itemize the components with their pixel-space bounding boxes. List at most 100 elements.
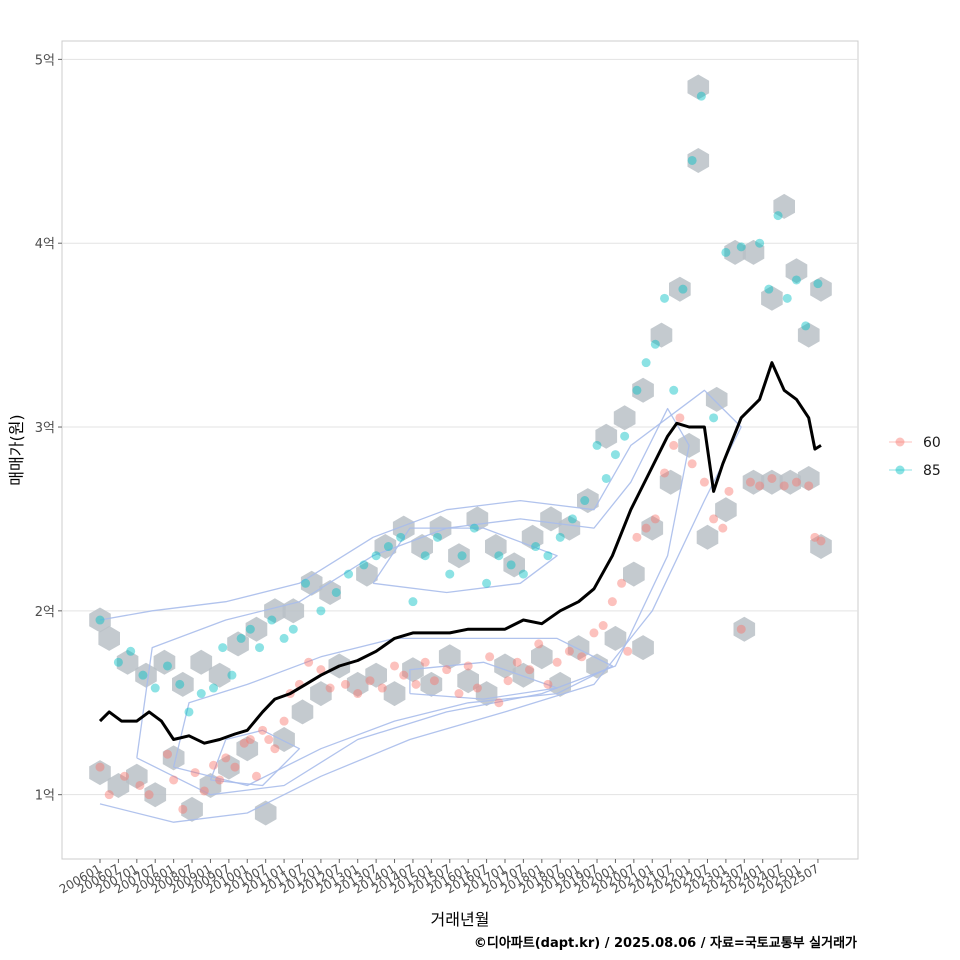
hexbin (116, 649, 139, 675)
point-60 (353, 689, 363, 699)
point-60 (641, 523, 651, 533)
point-85 (555, 532, 565, 542)
legend-key-60 (895, 437, 905, 447)
point-85 (482, 578, 492, 588)
point-85 (227, 670, 237, 680)
point-85 (331, 587, 341, 597)
hexbin (190, 649, 213, 675)
hexbin (687, 148, 710, 173)
point-85 (255, 643, 265, 653)
hexbin (604, 625, 627, 651)
point-85 (469, 523, 479, 533)
x-axis-title: 거래년월 (431, 910, 490, 929)
point-85 (432, 532, 442, 542)
hexbin (227, 631, 249, 657)
point-85 (126, 646, 136, 656)
point-85 (175, 679, 185, 689)
point-85 (580, 496, 590, 506)
point-60 (755, 481, 765, 491)
point-60 (411, 679, 421, 689)
hexbin (797, 322, 820, 348)
point-60 (230, 762, 240, 772)
point-60 (135, 780, 145, 790)
point-60 (420, 657, 430, 667)
hexbin (613, 405, 636, 431)
point-85 (669, 385, 679, 395)
point-85 (301, 578, 311, 588)
density-contour (172, 637, 614, 787)
point-60 (162, 749, 172, 759)
point-85 (709, 413, 719, 423)
point-85 (236, 633, 246, 643)
hexbin (503, 552, 525, 578)
point-60 (178, 804, 188, 814)
hexbin (715, 497, 737, 523)
point-85 (138, 670, 148, 680)
point-60 (279, 716, 289, 726)
hexbin (218, 754, 240, 780)
hexbin (742, 239, 765, 265)
point-85 (782, 293, 792, 303)
y-tick-label: 1억 (35, 789, 55, 804)
point-85 (813, 279, 823, 289)
hexbin (632, 377, 654, 403)
hexbin (632, 635, 654, 661)
point-60 (454, 689, 464, 699)
point-60 (718, 523, 728, 533)
point-60 (221, 753, 231, 763)
point-60 (598, 621, 608, 631)
hexbin (521, 524, 544, 550)
point-85 (279, 633, 289, 643)
hexbin (420, 671, 443, 697)
point-60 (377, 683, 387, 693)
point-60 (463, 661, 473, 671)
y-axis-title: 매매가(원) (7, 414, 26, 485)
x-axis: 2006012006072007012007072008012008072009… (57, 859, 821, 897)
hexbin (273, 727, 295, 752)
point-85 (371, 551, 381, 561)
point-60 (660, 468, 670, 478)
points-layer (95, 91, 826, 814)
point-60 (699, 477, 709, 487)
hexbin (623, 561, 645, 587)
hexbin (641, 515, 664, 541)
density-contour (99, 389, 742, 823)
point-85 (678, 284, 688, 294)
point-60 (791, 477, 801, 487)
point-85 (420, 551, 430, 561)
point-60 (650, 514, 660, 524)
hexbin (540, 506, 562, 532)
point-85 (359, 560, 369, 570)
point-60 (365, 676, 375, 686)
hexbin (89, 760, 111, 786)
hexbin (650, 322, 673, 348)
point-85 (184, 707, 194, 717)
caption: ©디아파트(dapt.kr) / 2025.08.06 / 자료=국토교통부 실… (474, 935, 857, 951)
hexbin (411, 534, 433, 559)
hexbin (172, 671, 194, 697)
point-60 (623, 646, 633, 656)
trend-line (98, 361, 822, 745)
hexbin (236, 736, 259, 762)
trend-layer (98, 361, 822, 745)
point-85 (396, 532, 406, 542)
hexbin (761, 469, 783, 495)
point-85 (383, 542, 393, 552)
hexbin (126, 763, 148, 789)
point-60 (104, 790, 114, 800)
hexbin (144, 782, 167, 808)
hexbin (208, 662, 231, 688)
hexbin (659, 469, 682, 495)
point-60 (239, 738, 249, 748)
legend-item-85: 85 (889, 463, 941, 479)
density-contour (136, 407, 690, 796)
hexbin-layer (89, 74, 832, 826)
y-tick-label: 3억 (35, 421, 55, 436)
point-85 (218, 643, 228, 653)
hexbin (567, 635, 590, 661)
point-85 (660, 293, 670, 303)
point-60 (429, 676, 439, 686)
point-60 (804, 481, 814, 491)
point-60 (564, 646, 574, 656)
